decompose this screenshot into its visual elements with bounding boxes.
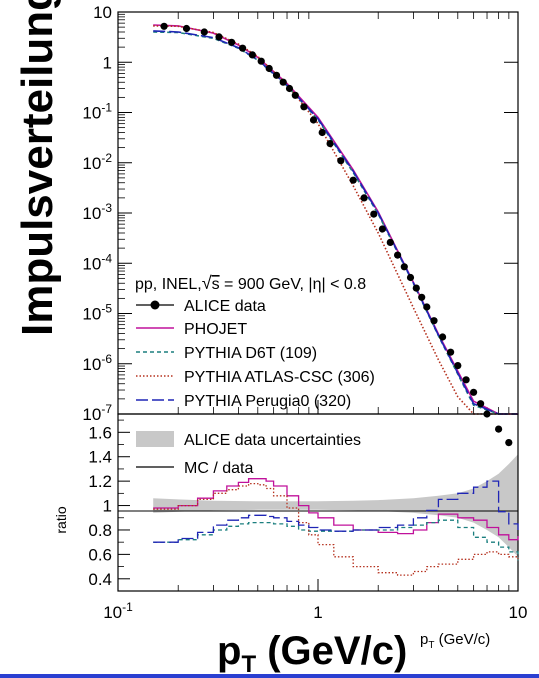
- data-point: [215, 33, 223, 41]
- data-point: [291, 91, 299, 99]
- data-point: [447, 348, 455, 356]
- svg-text:PHOJET: PHOJET: [184, 321, 247, 338]
- data-point: [272, 71, 281, 79]
- spectrum-legend: pp, INEL,√s = 900 GeV, |η| < 0.8 ALICE d…: [135, 273, 375, 410]
- legend-entry-band: ALICE data uncertainties: [136, 431, 361, 449]
- ratio-y-tick-label: 0.4: [88, 570, 112, 589]
- data-point: [454, 362, 462, 370]
- svg-text:ALICE data: ALICE data: [184, 298, 266, 315]
- x-tick-label: 10-1: [103, 600, 133, 622]
- spectrum-frame: [117, 11, 519, 415]
- y-tick-label: 10-6: [82, 352, 112, 374]
- y-tick-label: 10-7: [82, 402, 112, 424]
- data-point: [378, 225, 386, 233]
- data-point: [394, 251, 402, 259]
- spectrum-panel: 10 1 10-1 10-2 10-3 10-4 10-5 10-6 10-7: [82, 3, 519, 447]
- data-point: [418, 293, 426, 301]
- legend-entry-ratio-line: MC / data: [136, 460, 253, 477]
- data-point: [200, 28, 208, 36]
- y-tick-label: 10-1: [82, 101, 112, 123]
- uncertainty-band: [153, 454, 518, 557]
- data-point: [462, 376, 470, 384]
- data-point: [160, 22, 168, 30]
- data-point: [360, 194, 368, 202]
- y-tick-label: 10-2: [82, 151, 112, 173]
- data-point: [309, 116, 318, 124]
- series-line-3: [153, 25, 518, 415]
- series-line-4: [153, 30, 518, 415]
- ratio-y-tick-label: 0.6: [88, 545, 112, 564]
- alice-data-points: [160, 22, 513, 447]
- x-tick-label: 1: [313, 603, 322, 622]
- y-tick-label: 10-5: [82, 302, 112, 324]
- data-point: [400, 263, 408, 271]
- y-tick-label: 10-3: [82, 201, 112, 223]
- x-axis-title: pT (GeV/c): [217, 629, 407, 678]
- data-point: [495, 425, 503, 433]
- legend-entry-d6t: PYTHIA D6T (109): [136, 345, 317, 362]
- data-point: [439, 333, 447, 341]
- svg-text:ALICE data uncertainties: ALICE data uncertainties: [184, 432, 361, 449]
- data-point: [248, 51, 256, 59]
- ratio-y-tick-label: 1.6: [88, 423, 112, 442]
- data-point: [386, 238, 394, 246]
- ratio-legend: ALICE data uncertainties MC / data: [136, 431, 361, 477]
- data-point: [257, 57, 265, 65]
- ratio-series-1: [153, 519, 519, 561]
- data-point: [406, 273, 415, 282]
- ratio-ticks: 0.4 0.6 0.8 1 1.2 1.4 1.6 10-1 1 10: [88, 419, 528, 622]
- data-point: [318, 128, 326, 137]
- y-axis-title: Impulsverteilung: [13, 0, 62, 336]
- legend-entry-phojet: PHOJET: [136, 321, 247, 338]
- uncertainty-band-group: [153, 454, 518, 557]
- ratio-y-tick-label: 1: [103, 497, 112, 516]
- legend-entry-alice: ALICE data: [136, 298, 266, 315]
- data-point: [300, 103, 308, 111]
- legend-header: pp, INEL,√s = 900 GeV, |η| < 0.8: [135, 273, 366, 293]
- ratio-series-3: [153, 480, 519, 543]
- ratio-series-0: [153, 478, 519, 541]
- data-point: [279, 78, 287, 86]
- bottom-accent-bar: [0, 674, 539, 678]
- ratio-curves: [153, 478, 519, 576]
- data-point: [182, 24, 191, 33]
- data-point: [239, 44, 247, 52]
- data-point: [505, 439, 513, 447]
- data-point: [430, 317, 438, 325]
- svg-text:MC / data: MC / data: [184, 460, 253, 477]
- data-point: [370, 210, 378, 218]
- data-point: [423, 303, 431, 311]
- data-point: [412, 284, 420, 292]
- data-point: [349, 176, 357, 184]
- ratio-axis-title: ratio: [53, 506, 69, 533]
- ratio-y-tick-label: 0.8: [88, 521, 112, 540]
- data-point: [470, 388, 478, 396]
- y-tick-label: 10-4: [82, 251, 112, 273]
- y-tick-label: 10: [93, 3, 112, 22]
- legend-entry-atlas: PYTHIA ATLAS-CSC (306): [136, 369, 375, 386]
- svg-text:PYTHIA ATLAS-CSC (306): PYTHIA ATLAS-CSC (306): [184, 369, 375, 386]
- data-point: [477, 400, 485, 408]
- spectrum-ticks: 10 1 10-1 10-2 10-3 10-4 10-5 10-6 10-7: [82, 3, 519, 424]
- data-point: [337, 157, 345, 165]
- ratio-y-tick-label: 1.4: [88, 448, 112, 467]
- y-tick-label: 1: [103, 53, 112, 72]
- data-point: [228, 38, 236, 46]
- legend-entry-perugia: PYTHIA Perugia0 (320): [136, 393, 351, 410]
- x-axis-small-title: pT (GeV/c): [420, 631, 490, 651]
- ratio-y-tick-label: 1.2: [88, 472, 112, 491]
- svg-text:PYTHIA D6T (109): PYTHIA D6T (109): [184, 345, 317, 362]
- data-point: [285, 84, 294, 93]
- svg-text:PYTHIA Perugia0 (320): PYTHIA Perugia0 (320): [184, 393, 351, 410]
- ratio-panel: 0.4 0.6 0.8 1 1.2 1.4 1.6 10-1 1 10: [88, 413, 528, 622]
- data-point: [326, 140, 334, 148]
- x-tick-label: 10: [509, 603, 528, 622]
- data-point: [265, 64, 273, 73]
